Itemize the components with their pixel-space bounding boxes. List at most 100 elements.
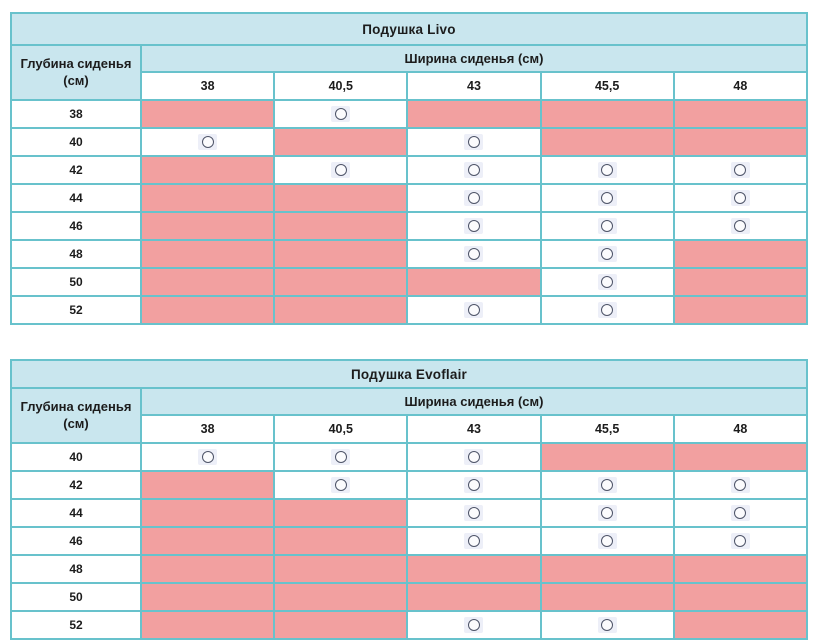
compat-cell-unavailable	[139, 498, 276, 528]
table-row: 52	[10, 295, 809, 325]
table-title-row: Подушка Livo	[10, 12, 808, 46]
circle-icon	[198, 448, 218, 465]
circle-icon	[464, 133, 484, 150]
circle-icon	[464, 217, 484, 234]
width-column-header: 48	[672, 71, 809, 101]
depth-header: Глубина сиденья (см)	[10, 387, 142, 444]
circle-icon-ring	[201, 135, 214, 148]
circle-icon	[597, 504, 617, 521]
compat-cell-unavailable	[139, 211, 276, 241]
compat-cell-available	[672, 183, 809, 213]
circle-icon-ring	[467, 534, 480, 547]
depth-row-label: 46	[10, 211, 142, 241]
compat-cell-available	[539, 267, 675, 297]
compat-cell-available	[672, 211, 809, 241]
circle-icon	[198, 133, 218, 150]
circle-icon	[464, 476, 484, 493]
circle-icon	[331, 448, 351, 465]
circle-icon-ring	[734, 219, 747, 232]
table-row: 52	[10, 610, 809, 640]
circle-icon	[464, 245, 484, 262]
compat-cell-available	[539, 183, 675, 213]
compat-cell-unavailable	[273, 183, 409, 213]
compat-cell-unavailable	[273, 127, 409, 157]
circle-icon-ring	[334, 478, 347, 491]
compat-cell-available	[539, 239, 675, 269]
compat-cell-unavailable	[672, 554, 809, 584]
depth-row-label: 40	[10, 442, 142, 472]
table-row: 44	[10, 183, 809, 213]
table-row: 40	[10, 127, 809, 157]
circle-icon-ring	[334, 450, 347, 463]
compat-cell-unavailable	[273, 582, 409, 612]
table-row: 38	[10, 99, 809, 129]
circle-icon-ring	[467, 163, 480, 176]
depth-row-label: 44	[10, 183, 142, 213]
table-row: 42	[10, 155, 809, 185]
table-title-row: Подушка Evoflair	[10, 359, 808, 389]
circle-icon	[464, 532, 484, 549]
header-row-1: Глубина сиденья (см) Ширина сиденья (см)	[10, 44, 808, 101]
width-column-header: 40,5	[273, 71, 409, 101]
compat-cell-available	[406, 295, 542, 325]
compat-cell-unavailable	[672, 442, 809, 472]
circle-icon	[730, 532, 750, 549]
circle-icon-ring	[734, 478, 747, 491]
table-row: 50	[10, 582, 809, 612]
depth-row-label: 48	[10, 239, 142, 269]
circle-icon	[597, 245, 617, 262]
circle-icon	[464, 504, 484, 521]
circle-icon-ring	[601, 478, 614, 491]
circle-icon-ring	[201, 450, 214, 463]
depth-row-label: 50	[10, 267, 142, 297]
circle-icon-ring	[334, 107, 347, 120]
width-header: Ширина сиденья (см)	[140, 387, 808, 416]
depth-row-label: 38	[10, 99, 142, 129]
depth-row-label: 40	[10, 127, 142, 157]
compat-cell-unavailable	[139, 610, 276, 640]
compat-cell-unavailable	[539, 582, 675, 612]
circle-icon-ring	[734, 506, 747, 519]
circle-icon-ring	[467, 191, 480, 204]
compat-cell-unavailable	[139, 155, 276, 185]
depth-header: Глубина сиденья (см)	[10, 44, 142, 101]
width-column-header: 40,5	[273, 414, 409, 444]
compat-cell-available	[539, 470, 675, 500]
compat-cell-unavailable	[672, 295, 809, 325]
circle-icon-ring	[467, 247, 480, 260]
circle-icon-ring	[334, 163, 347, 176]
circle-icon-ring	[601, 247, 614, 260]
compat-cell-available	[539, 211, 675, 241]
compat-cell-available	[273, 155, 409, 185]
depth-row-label: 42	[10, 470, 142, 500]
table-row: 50	[10, 267, 809, 297]
circle-icon-ring	[601, 506, 614, 519]
circle-icon-ring	[601, 219, 614, 232]
circle-icon-ring	[467, 506, 480, 519]
table-row: 42	[10, 470, 809, 500]
circle-icon-ring	[467, 135, 480, 148]
circle-icon	[464, 616, 484, 633]
compat-cell-unavailable	[406, 582, 542, 612]
compat-cell-unavailable	[672, 99, 809, 129]
compat-cell-unavailable	[273, 526, 409, 556]
circle-icon	[597, 189, 617, 206]
compat-cell-unavailable	[139, 267, 276, 297]
circle-icon-ring	[601, 618, 614, 631]
compat-cell-unavailable	[672, 582, 809, 612]
compat-cell-available	[406, 239, 542, 269]
circle-icon-ring	[734, 191, 747, 204]
circle-icon	[331, 476, 351, 493]
compat-cell-unavailable	[672, 267, 809, 297]
compat-cell-available	[539, 295, 675, 325]
column-numbers-row: 38 40,5 43 45,5 48	[11, 414, 809, 444]
width-column-header: 45,5	[539, 414, 675, 444]
circle-icon-ring	[734, 534, 747, 547]
circle-icon	[730, 504, 750, 521]
compat-cell-unavailable	[273, 239, 409, 269]
compat-cell-available	[273, 470, 409, 500]
compat-cell-unavailable	[672, 127, 809, 157]
compat-cell-available	[672, 155, 809, 185]
compat-cell-available	[406, 470, 542, 500]
depth-row-label: 48	[10, 554, 142, 584]
